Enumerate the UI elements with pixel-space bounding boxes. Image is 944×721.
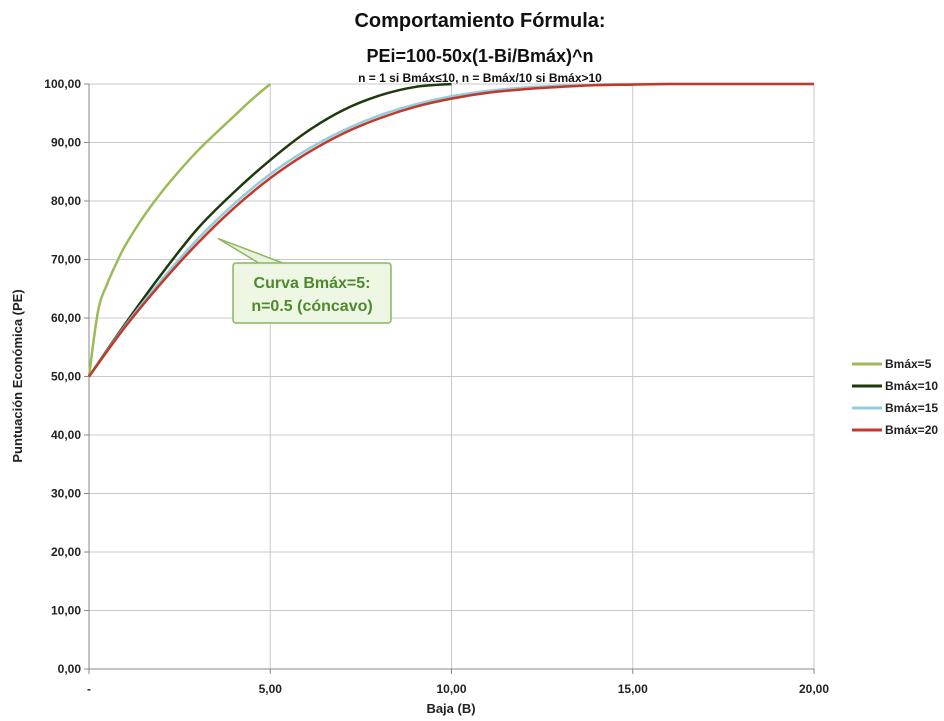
y-tick-label: 100,00 — [44, 77, 81, 91]
chart-title: Comportamiento Fórmula: — [354, 10, 605, 32]
y-tick-label: 90,00 — [51, 136, 81, 150]
annotation-callout: Curva Bmáx=5: n=0.5 (cóncavo) — [217, 237, 392, 324]
tick-labels: 0,00 10,00 20,00 30,00 40,00 50,00 60,00 70,00 8… — [44, 77, 829, 696]
series-line-2 — [87, 82, 452, 378]
y-axis-label: Puntuación Económica (PE) — [10, 289, 25, 462]
legend-label: Bmáx=20 — [885, 423, 938, 437]
legend: Bmáx=5 Bmáx=10 Bmáx=15 Bmáx=20 — [852, 357, 938, 437]
series-line-4 — [87, 82, 814, 378]
y-tick-label: 60,00 — [51, 311, 81, 325]
legend-label: Bmáx=15 — [885, 401, 938, 415]
callout-pointer — [217, 237, 289, 266]
x-tick-label: - — [87, 682, 91, 696]
y-tick-label: 30,00 — [51, 487, 81, 501]
callout-line2: n=0.5 (cóncavo) — [251, 298, 372, 315]
y-tick-label: 20,00 — [51, 545, 81, 559]
x-tick-label: 20,00 — [799, 682, 829, 696]
y-tick-label: 80,00 — [51, 194, 81, 208]
legend-label: Bmáx=10 — [885, 379, 938, 393]
legend-label: Bmáx=5 — [885, 357, 932, 371]
x-axis-label: Baja (B) — [426, 701, 475, 716]
y-tick-label: 0,00 — [58, 662, 82, 676]
x-tick-label: 5,00 — [259, 682, 283, 696]
y-tick-label: 40,00 — [51, 428, 81, 442]
chart-note: n = 1 si Bmáx≤10, n = Bmáx/10 si Bmáx>10 — [358, 71, 602, 85]
chart-subtitle: PEi=100-50x(1-Bi/Bmáx)^n — [366, 46, 593, 66]
x-tick-label: 10,00 — [436, 682, 466, 696]
y-tick-label: 70,00 — [51, 253, 81, 267]
y-tick-label: 10,00 — [51, 604, 81, 618]
series-lines — [87, 82, 815, 378]
y-tick-label: 50,00 — [51, 370, 81, 384]
grid — [84, 83, 815, 674]
x-tick-label: 15,00 — [618, 682, 648, 696]
callout-line1: Curva Bmáx=5: — [254, 275, 371, 292]
series-line-1 — [87, 83, 272, 377]
